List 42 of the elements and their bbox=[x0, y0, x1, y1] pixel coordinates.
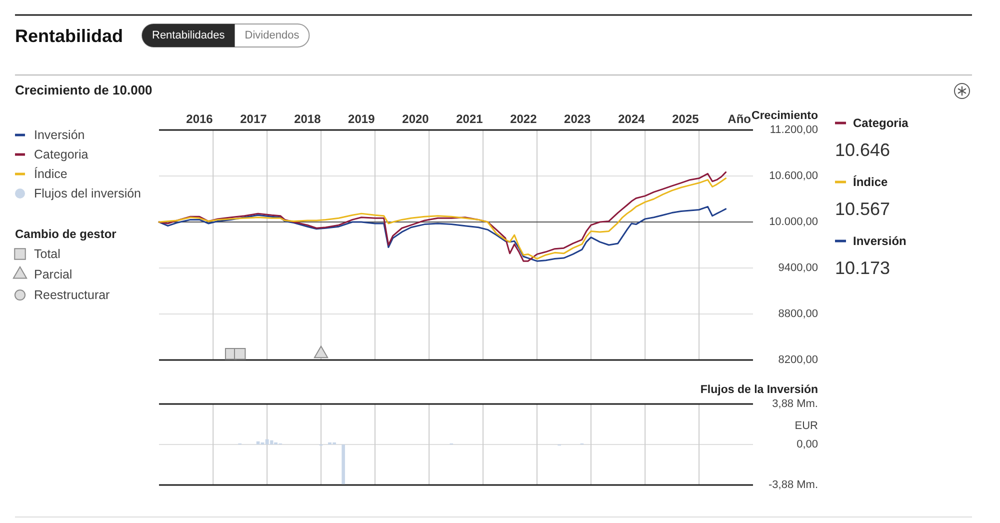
chart-subtitle: Crecimiento de 10.000 bbox=[15, 82, 152, 98]
x-tick-label: 2018 bbox=[294, 112, 322, 126]
x-tick-label: 2024 bbox=[618, 112, 646, 126]
line-series bbox=[158, 206, 727, 262]
legend-label: Parcial bbox=[34, 268, 72, 282]
y-tick-label: 8800,00 bbox=[778, 308, 818, 320]
x-tick-label: 2017 bbox=[240, 112, 268, 126]
x-tick-label: 2023 bbox=[564, 112, 592, 126]
x-tick-label: 2025 bbox=[672, 112, 700, 126]
legend-label: Inversión bbox=[34, 128, 85, 142]
category-label: Índice bbox=[853, 175, 888, 189]
y-tick-label: 9400,00 bbox=[778, 262, 818, 274]
x-tick-label: 2020 bbox=[402, 112, 430, 126]
data-label: 10.173 bbox=[835, 258, 890, 278]
legend-label: Reestructurar bbox=[34, 288, 110, 302]
data-label: 10.646 bbox=[835, 140, 890, 160]
category-label: Inversión bbox=[853, 234, 906, 248]
text: Rentabilidades bbox=[152, 30, 226, 42]
text: Dividendos bbox=[244, 30, 300, 42]
x-axis-title: Año bbox=[728, 112, 751, 126]
y-tick-label: 8200,00 bbox=[778, 354, 818, 366]
y-tick-label: 3,88 Mm. bbox=[772, 398, 818, 410]
data-label: 10.567 bbox=[835, 199, 890, 219]
text: EUR bbox=[794, 420, 818, 432]
legend-title: Cambio de gestor bbox=[15, 227, 117, 241]
y-tick-label: 11.200,00 bbox=[770, 124, 818, 136]
x-tick-label: 2022 bbox=[510, 112, 538, 126]
category-label: Categoria bbox=[853, 116, 909, 130]
legend-label: Categoria bbox=[34, 148, 88, 162]
y-axis-title: Crecimiento bbox=[752, 110, 818, 122]
x-tick-label: 2016 bbox=[186, 112, 214, 126]
y-tick-label: -3,88 Mm. bbox=[768, 479, 818, 491]
chart-title: Rentabilidad bbox=[15, 26, 124, 46]
x-tick-label: 2019 bbox=[348, 112, 376, 126]
legend-label: Flujos del inversión bbox=[34, 186, 142, 200]
y-axis-title: Flujos de la Inversión bbox=[700, 384, 818, 396]
legend-label: Total bbox=[34, 247, 60, 261]
legend-label: Índice bbox=[34, 167, 68, 181]
y-tick-label: 10.000,00 bbox=[769, 216, 818, 228]
y-tick-label: 10.600,00 bbox=[769, 170, 818, 182]
x-tick-label: 2021 bbox=[456, 112, 484, 126]
y-tick-label: 0,00 bbox=[796, 438, 818, 450]
